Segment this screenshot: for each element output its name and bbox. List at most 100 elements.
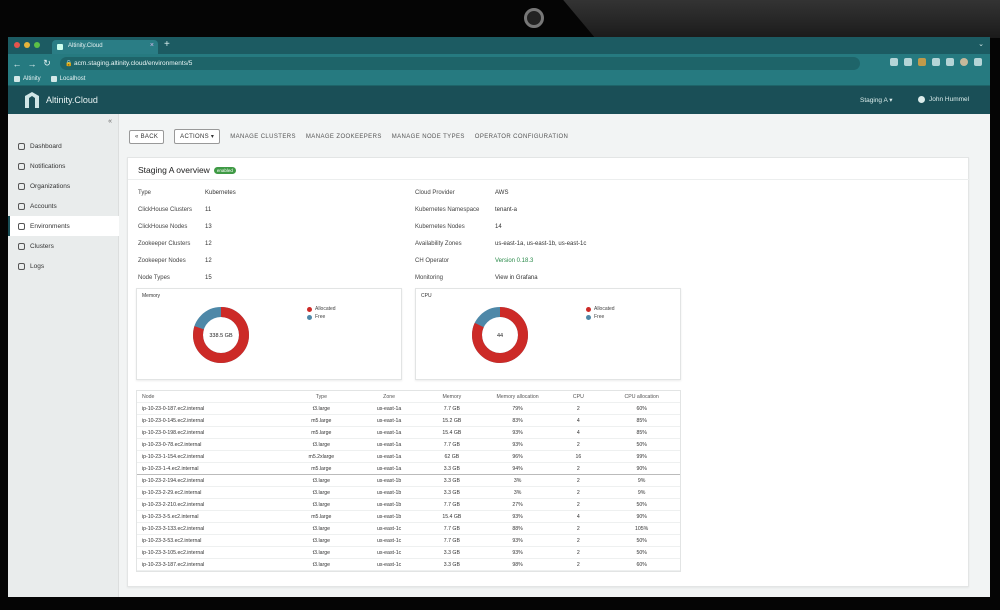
table-cell: us-east-1c: [376, 549, 402, 556]
table-cell: 93%: [512, 513, 523, 520]
info-key: Zookeeper Clusters: [138, 241, 191, 247]
sidebar-item-dashboard[interactable]: Dashboard: [8, 136, 119, 156]
environment-selector[interactable]: Staging A ▾: [860, 97, 893, 104]
user-menu[interactable]: John Hummel: [918, 96, 969, 103]
puzzle-icon[interactable]: [932, 58, 940, 66]
share-icon[interactable]: [890, 58, 898, 66]
table-row[interactable]: ip-10-23-3-133.ec2.internal t3.large us-ea…: [137, 523, 680, 535]
reload-icon[interactable]: ↻: [43, 58, 51, 68]
tab-search-button[interactable]: ⌄: [978, 41, 984, 48]
table-row[interactable]: ip-10-23-1-154.ec2.internal m5.2xlarge us-…: [137, 451, 680, 463]
sidebar-item-environments[interactable]: Environments: [8, 216, 119, 236]
sidebar-nav: Dashboard Notifications Organizations Ac…: [8, 136, 119, 276]
bookmark-icon: [50, 76, 57, 82]
table-cell: 93%: [512, 441, 523, 448]
grafana-link[interactable]: View in Grafana: [495, 275, 538, 281]
info-key: Kubernetes Namespace: [415, 207, 480, 213]
close-window-button[interactable]: [14, 42, 20, 48]
info-value: us-east-1a, us-east-1b, us-east-1c: [495, 241, 587, 247]
memory-legend: Allocated Free: [307, 305, 336, 321]
table-cell: us-east-1a: [376, 465, 402, 472]
minimize-window-button[interactable]: [24, 42, 30, 48]
bookmark-label: Altinity: [23, 76, 41, 82]
table-row[interactable]: ip-10-23-0-198.ec2.internal m5.large us-ea…: [137, 427, 680, 439]
table-cell: m5.large: [311, 465, 332, 472]
table-row[interactable]: ip-10-23-3-53.ec2.internal t3.large us-eas…: [137, 535, 680, 547]
url-text: acm.staging.altinity.cloud/environments/…: [74, 60, 193, 67]
kebab-menu-icon[interactable]: [974, 58, 982, 66]
bookmark-localhost[interactable]: Localhost: [50, 76, 85, 82]
browser-tab[interactable]: Altinity.Cloud ×: [52, 40, 158, 54]
table-cell: ip-10-23-3-133.ec2.internal: [142, 525, 205, 532]
sidebar-item-notifications[interactable]: Notifications: [8, 156, 119, 176]
bezel-glare: [554, 0, 1000, 38]
forward-arrow-icon[interactable]: →: [27, 58, 37, 69]
browser-tabbar: Altinity.Cloud × + ⌄: [8, 37, 990, 54]
table-cell: 3%: [513, 489, 522, 496]
status-badge: enabled: [213, 166, 236, 174]
tab-title: Altinity.Cloud: [68, 43, 103, 49]
sidebar-item-logs[interactable]: Logs: [8, 256, 119, 276]
table-cell: 50%: [636, 501, 647, 508]
table-cell: 7.7 GB: [443, 525, 460, 532]
table-cell: 94%: [512, 465, 523, 472]
sidebar-item-clusters[interactable]: Clusters: [8, 236, 119, 256]
table-row[interactable]: ip-10-23-0-145.ec2.internal m5.large us-ea…: [137, 415, 680, 427]
sidebar-item-organizations[interactable]: Organizations: [8, 176, 119, 196]
table-cell: t3.large: [312, 477, 330, 484]
sidebar-icon[interactable]: [946, 58, 954, 66]
column-header[interactable]: Memory: [442, 393, 462, 400]
address-bar[interactable]: 🔒 acm.staging.altinity.cloud/environment…: [60, 57, 860, 70]
home-icon: [18, 142, 25, 150]
table-cell: t3.large: [312, 405, 330, 412]
column-header[interactable]: Type: [315, 393, 327, 400]
legend-label: Free: [594, 314, 605, 320]
table-cell: t3.large: [312, 489, 330, 496]
table-row[interactable]: ip-10-23-3-5.ec2.internal m5.large us-east…: [137, 511, 680, 523]
profile-avatar[interactable]: [960, 58, 968, 66]
legend-label: Allocated: [315, 306, 336, 312]
page-title: Staging A overview enabled: [138, 165, 236, 175]
column-header[interactable]: Zone: [383, 393, 395, 400]
column-header[interactable]: Memory allocation: [496, 393, 539, 400]
bookmark-altinity[interactable]: Altinity: [14, 76, 41, 82]
column-header[interactable]: CPU: [572, 393, 584, 400]
back-arrow-icon[interactable]: ←: [12, 58, 22, 69]
table-row[interactable]: ip-10-23-0-78.ec2.internal t3.large us-eas…: [137, 439, 680, 451]
extension-icon[interactable]: [918, 58, 926, 66]
column-header[interactable]: Node: [142, 393, 155, 400]
operator-configuration-button[interactable]: OPERATOR CONFIGURATION: [474, 133, 569, 140]
table-cell: 2: [576, 489, 580, 496]
column-header[interactable]: CPU allocation: [624, 393, 659, 400]
operator-version-link[interactable]: Version 0.18.3: [495, 258, 534, 264]
info-row: Kubernetes Namespace tenant-a: [415, 207, 715, 217]
new-tab-button[interactable]: +: [164, 39, 170, 50]
table-cell: us-east-1a: [376, 429, 402, 436]
table-row[interactable]: ip-10-23-2-194.ec2.internal t3.large us-ea…: [137, 475, 680, 487]
table-cell: 2: [576, 465, 580, 472]
manage-node-types-button[interactable]: MANAGE NODE TYPES: [391, 133, 465, 140]
table-row[interactable]: ip-10-23-3-105.ec2.internal t3.large us-ea…: [137, 547, 680, 559]
manage-clusters-button[interactable]: MANAGE CLUSTERS: [230, 133, 296, 140]
table-row[interactable]: ip-10-23-1-4.ec2.internal m5.large us-east…: [137, 463, 680, 475]
overview-card: Staging A overview enabled Type Kubernete…: [127, 157, 970, 587]
sidebar-item-accounts[interactable]: Accounts: [8, 196, 119, 216]
altinity-logo-icon[interactable]: [25, 92, 39, 108]
back-button[interactable]: « BACK: [129, 129, 165, 144]
manage-zookeepers-button[interactable]: MANAGE ZOOKEEPERS: [305, 133, 382, 140]
user-icon: [18, 202, 25, 210]
legend-item: Allocated: [586, 305, 615, 313]
table-row[interactable]: ip-10-23-0-187.ec2.internal t3.large us-ea…: [137, 403, 680, 415]
table-cell: ip-10-23-3-5.ec2.internal: [142, 513, 199, 520]
table-row[interactable]: ip-10-23-2-210.ec2.internal t3.large us-ea…: [137, 499, 680, 511]
table-row[interactable]: ip-10-23-2-29.ec2.internal t3.large us-eas…: [137, 487, 680, 499]
star-icon[interactable]: [904, 58, 912, 66]
table-cell: 2: [576, 525, 580, 532]
brand-name[interactable]: Altinity.Cloud: [46, 95, 98, 105]
table-row[interactable]: ip-10-23-3-187.ec2.internal t3.large us-ea…: [137, 559, 680, 571]
table-cell: 4: [576, 417, 580, 424]
tab-close-icon[interactable]: ×: [149, 42, 154, 49]
maximize-window-button[interactable]: [34, 42, 40, 48]
collapse-sidebar-button[interactable]: «: [108, 118, 112, 125]
actions-dropdown[interactable]: ACTIONS ▾: [174, 129, 221, 144]
